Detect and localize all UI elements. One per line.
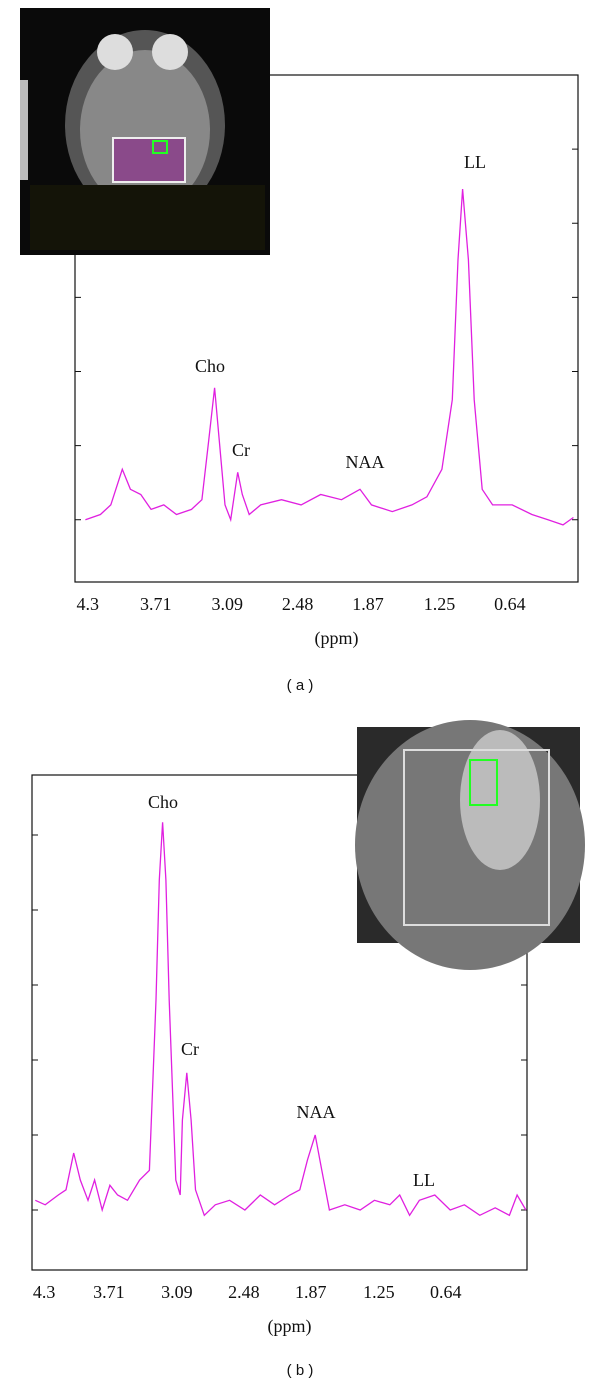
peak-label: LL bbox=[413, 1170, 435, 1190]
x-axis-label: (ppm) bbox=[268, 1316, 312, 1337]
charts: 4.3 3.71 3.09 2.48 1.87 1.25 0.64 (ppm) ( a ) Cho… bbox=[31, 74, 579, 1379]
peak-label: LL bbox=[464, 152, 486, 172]
x-tick-label: 4.3 bbox=[33, 1282, 56, 1302]
peak-label: Cr bbox=[181, 1039, 199, 1059]
x-tick-label: 0.64 bbox=[494, 594, 526, 614]
inset-b bbox=[355, 720, 585, 970]
spectrum-line bbox=[35, 822, 527, 1217]
x-tick-label: 3.71 bbox=[93, 1282, 125, 1302]
plot-frame bbox=[74, 74, 579, 583]
peak-label: NAA bbox=[297, 1102, 336, 1122]
x-tick-label: 1.87 bbox=[352, 594, 384, 614]
spectrum-line bbox=[85, 189, 574, 526]
x-tick-label: 0.64 bbox=[430, 1282, 462, 1302]
caption: ( a ) bbox=[287, 677, 314, 694]
x-axis-label: (ppm) bbox=[315, 628, 359, 649]
x-tick-label: 2.48 bbox=[228, 1282, 260, 1302]
x-tick-label: 1.25 bbox=[424, 594, 456, 614]
x-tick-label: 2.48 bbox=[282, 594, 314, 614]
x-tick-label: 1.87 bbox=[295, 1282, 327, 1302]
peak-label: NAA bbox=[346, 452, 385, 472]
caption: ( b ) bbox=[287, 1362, 314, 1379]
x-tick-label: 1.25 bbox=[363, 1282, 395, 1302]
inset-a bbox=[20, 8, 270, 255]
peak-label: Cho bbox=[195, 356, 225, 376]
x-tick-label: 4.3 bbox=[76, 594, 99, 614]
peak-label: Cho bbox=[148, 792, 178, 812]
x-tick-label: 3.71 bbox=[140, 594, 172, 614]
peak-label: Cr bbox=[232, 440, 250, 460]
x-tick-label: 3.09 bbox=[161, 1282, 193, 1302]
plot-frame bbox=[31, 774, 528, 1271]
x-tick-label: 3.09 bbox=[212, 594, 244, 614]
